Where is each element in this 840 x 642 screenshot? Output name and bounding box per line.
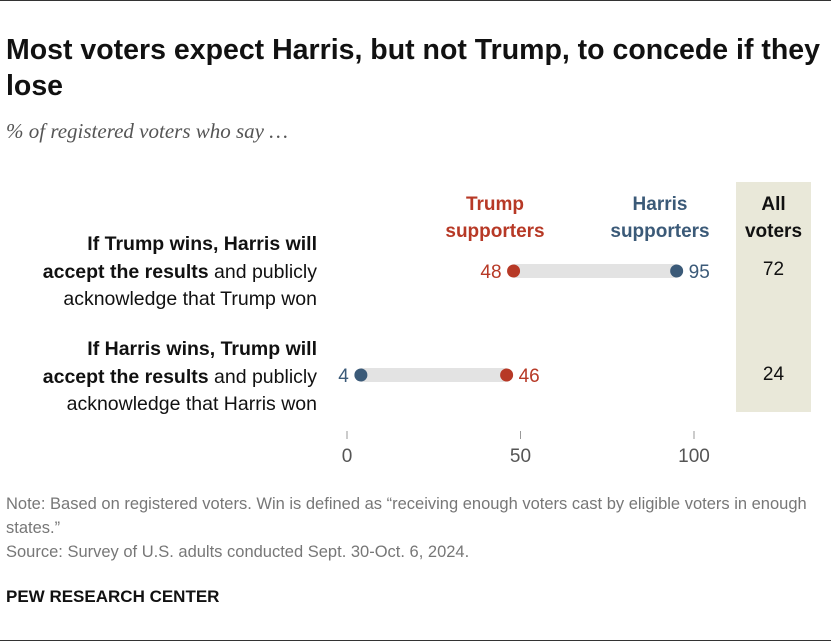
chart-note: Note: Based on registered voters. Win is… bbox=[6, 495, 807, 537]
row-label-harris-wins: If Harris wins, Trump will accept the re… bbox=[0, 336, 317, 419]
trump-label-row1: 48 bbox=[480, 262, 501, 283]
harris-supporters-header: Harris supporters bbox=[590, 191, 730, 245]
trump-dot-row1 bbox=[507, 264, 521, 278]
row2-line2-rest: and publicly bbox=[208, 365, 317, 388]
chart-source: Source: Survey of U.S. adults conducted … bbox=[6, 543, 470, 561]
row2-line2-bold: accept the results bbox=[42, 365, 209, 388]
trump-supporters-header: Trump supporters bbox=[425, 191, 565, 245]
top-rule bbox=[0, 0, 831, 1]
all-header-line2: voters bbox=[744, 221, 803, 242]
all-voters-value-row2: 24 bbox=[762, 364, 785, 385]
trump-header-line2: supporters bbox=[445, 221, 545, 242]
row2-line1: If Harris wins, Trump will bbox=[87, 338, 317, 360]
harris-dot-row1 bbox=[670, 264, 684, 278]
bottom-rule bbox=[0, 640, 831, 641]
row1-line2-rest: and publicly bbox=[208, 260, 317, 283]
harris-header-line2: supporters bbox=[610, 221, 710, 242]
all-header-line1: All bbox=[761, 194, 786, 215]
trump-label-row2: 46 bbox=[519, 366, 540, 387]
row1-line2-bold: accept the results bbox=[42, 260, 209, 283]
all-voters-column-background bbox=[736, 182, 811, 412]
harris-header-line1: Harris bbox=[632, 194, 688, 215]
row1-line3: acknowledge that Trump won bbox=[63, 288, 317, 310]
all-voters-header: All voters bbox=[736, 191, 811, 245]
row1-line1: If Trump wins, Harris will bbox=[87, 233, 317, 255]
harris-dot-row2 bbox=[354, 368, 368, 382]
x-tick-label-0: 0 bbox=[342, 446, 353, 467]
x-tick-label-50: 50 bbox=[510, 446, 531, 467]
row2-line3: acknowledge that Harris won bbox=[66, 393, 317, 415]
trump-dot-row2 bbox=[500, 368, 514, 382]
x-tick-label-100: 100 bbox=[678, 446, 710, 467]
chart-title: Most voters expect Harris, but not Trump… bbox=[6, 34, 820, 102]
harris-label-row2: 4 bbox=[338, 366, 349, 387]
brand-logo-text: PEW RESEARCH CENTER bbox=[6, 587, 220, 606]
harris-label-row1: 95 bbox=[689, 262, 710, 283]
all-voters-value-row1: 72 bbox=[762, 259, 785, 280]
row-label-trump-wins: If Trump wins, Harris will accept the re… bbox=[0, 231, 317, 314]
trump-header-line1: Trump bbox=[465, 194, 525, 215]
chart-subtitle: % of registered voters who say … bbox=[6, 119, 288, 143]
